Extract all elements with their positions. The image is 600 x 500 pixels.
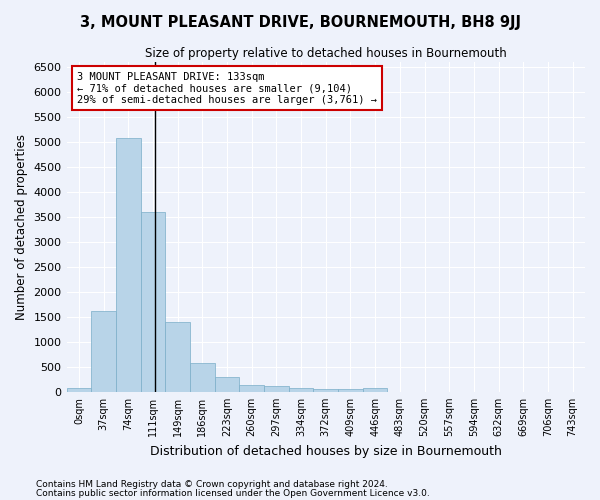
Bar: [363, 388, 388, 392]
Bar: [190, 363, 215, 392]
Bar: [239, 385, 264, 392]
Bar: [264, 386, 289, 392]
Bar: [338, 390, 363, 392]
Bar: [140, 212, 165, 392]
Text: 3, MOUNT PLEASANT DRIVE, BOURNEMOUTH, BH8 9JJ: 3, MOUNT PLEASANT DRIVE, BOURNEMOUTH, BH…: [79, 15, 521, 30]
Bar: [215, 378, 239, 392]
Y-axis label: Number of detached properties: Number of detached properties: [15, 134, 28, 320]
Bar: [91, 311, 116, 392]
Bar: [67, 388, 91, 392]
Bar: [313, 389, 338, 392]
Bar: [289, 388, 313, 392]
Text: Contains public sector information licensed under the Open Government Licence v3: Contains public sector information licen…: [36, 488, 430, 498]
Title: Size of property relative to detached houses in Bournemouth: Size of property relative to detached ho…: [145, 48, 506, 60]
X-axis label: Distribution of detached houses by size in Bournemouth: Distribution of detached houses by size …: [150, 444, 502, 458]
Text: 3 MOUNT PLEASANT DRIVE: 133sqm
← 71% of detached houses are smaller (9,104)
29% : 3 MOUNT PLEASANT DRIVE: 133sqm ← 71% of …: [77, 72, 377, 105]
Bar: [116, 138, 140, 392]
Bar: [165, 322, 190, 392]
Text: Contains HM Land Registry data © Crown copyright and database right 2024.: Contains HM Land Registry data © Crown c…: [36, 480, 388, 489]
